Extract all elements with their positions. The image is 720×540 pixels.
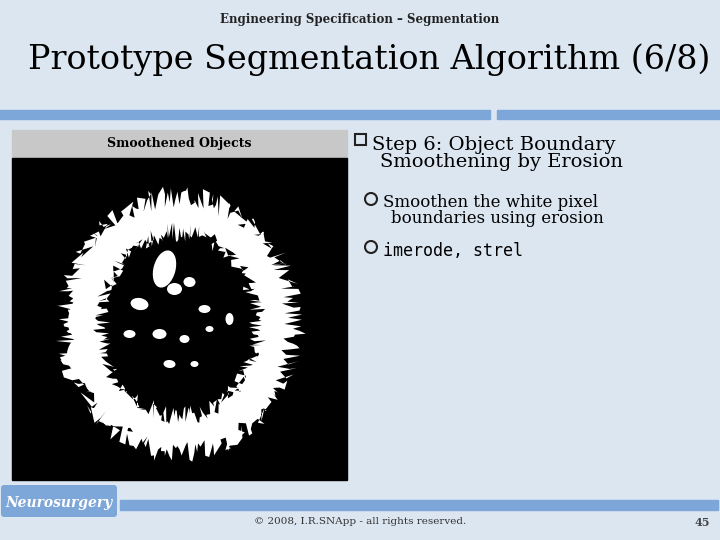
Text: imerode, strel: imerode, strel [383, 242, 523, 260]
Circle shape [365, 193, 377, 205]
Text: Step 6: Object Boundary: Step 6: Object Boundary [372, 136, 616, 154]
Ellipse shape [205, 326, 214, 332]
Bar [0, 0, 720, 118]
Text: Smoothen the white pixel: Smoothen the white pixel [383, 194, 598, 211]
Bar [355, 134, 366, 145]
Ellipse shape [199, 305, 210, 313]
Ellipse shape [230, 367, 250, 392]
Ellipse shape [167, 283, 182, 295]
Ellipse shape [101, 388, 119, 410]
Bar [12, 130, 347, 158]
Text: © 2008, I.R.SNApp - all rights reserved.: © 2008, I.R.SNApp - all rights reserved. [254, 517, 466, 526]
Ellipse shape [256, 329, 274, 359]
FancyBboxPatch shape [1, 485, 117, 517]
Ellipse shape [225, 313, 233, 325]
Bar [12, 158, 347, 480]
Ellipse shape [124, 330, 135, 338]
Ellipse shape [179, 335, 189, 343]
Ellipse shape [163, 360, 176, 368]
Ellipse shape [191, 361, 199, 367]
Ellipse shape [262, 292, 277, 316]
Circle shape [365, 241, 377, 253]
Ellipse shape [153, 329, 166, 339]
Ellipse shape [68, 290, 101, 338]
Bar [497, 110, 720, 119]
Text: 45: 45 [695, 516, 710, 528]
Ellipse shape [67, 336, 92, 372]
Bar [120, 500, 718, 510]
Ellipse shape [84, 365, 104, 393]
Ellipse shape [153, 251, 176, 288]
PathPatch shape [55, 187, 306, 462]
Text: boundaries using erosion: boundaries using erosion [391, 210, 604, 227]
PathPatch shape [93, 223, 266, 424]
Text: Prototype Segmentation Algorithm (6/8): Prototype Segmentation Algorithm (6/8) [28, 44, 711, 76]
Text: Smoothening by Erosion: Smoothening by Erosion [380, 153, 623, 171]
Ellipse shape [199, 395, 220, 413]
Ellipse shape [137, 399, 162, 419]
Text: Neurosurgery: Neurosurgery [5, 496, 112, 510]
Text: Smoothened Objects: Smoothened Objects [107, 138, 252, 151]
Bar [0, 110, 490, 119]
Ellipse shape [184, 277, 196, 287]
Ellipse shape [130, 298, 148, 310]
Text: Engineering Specification – Segmentation: Engineering Specification – Segmentation [220, 14, 500, 26]
